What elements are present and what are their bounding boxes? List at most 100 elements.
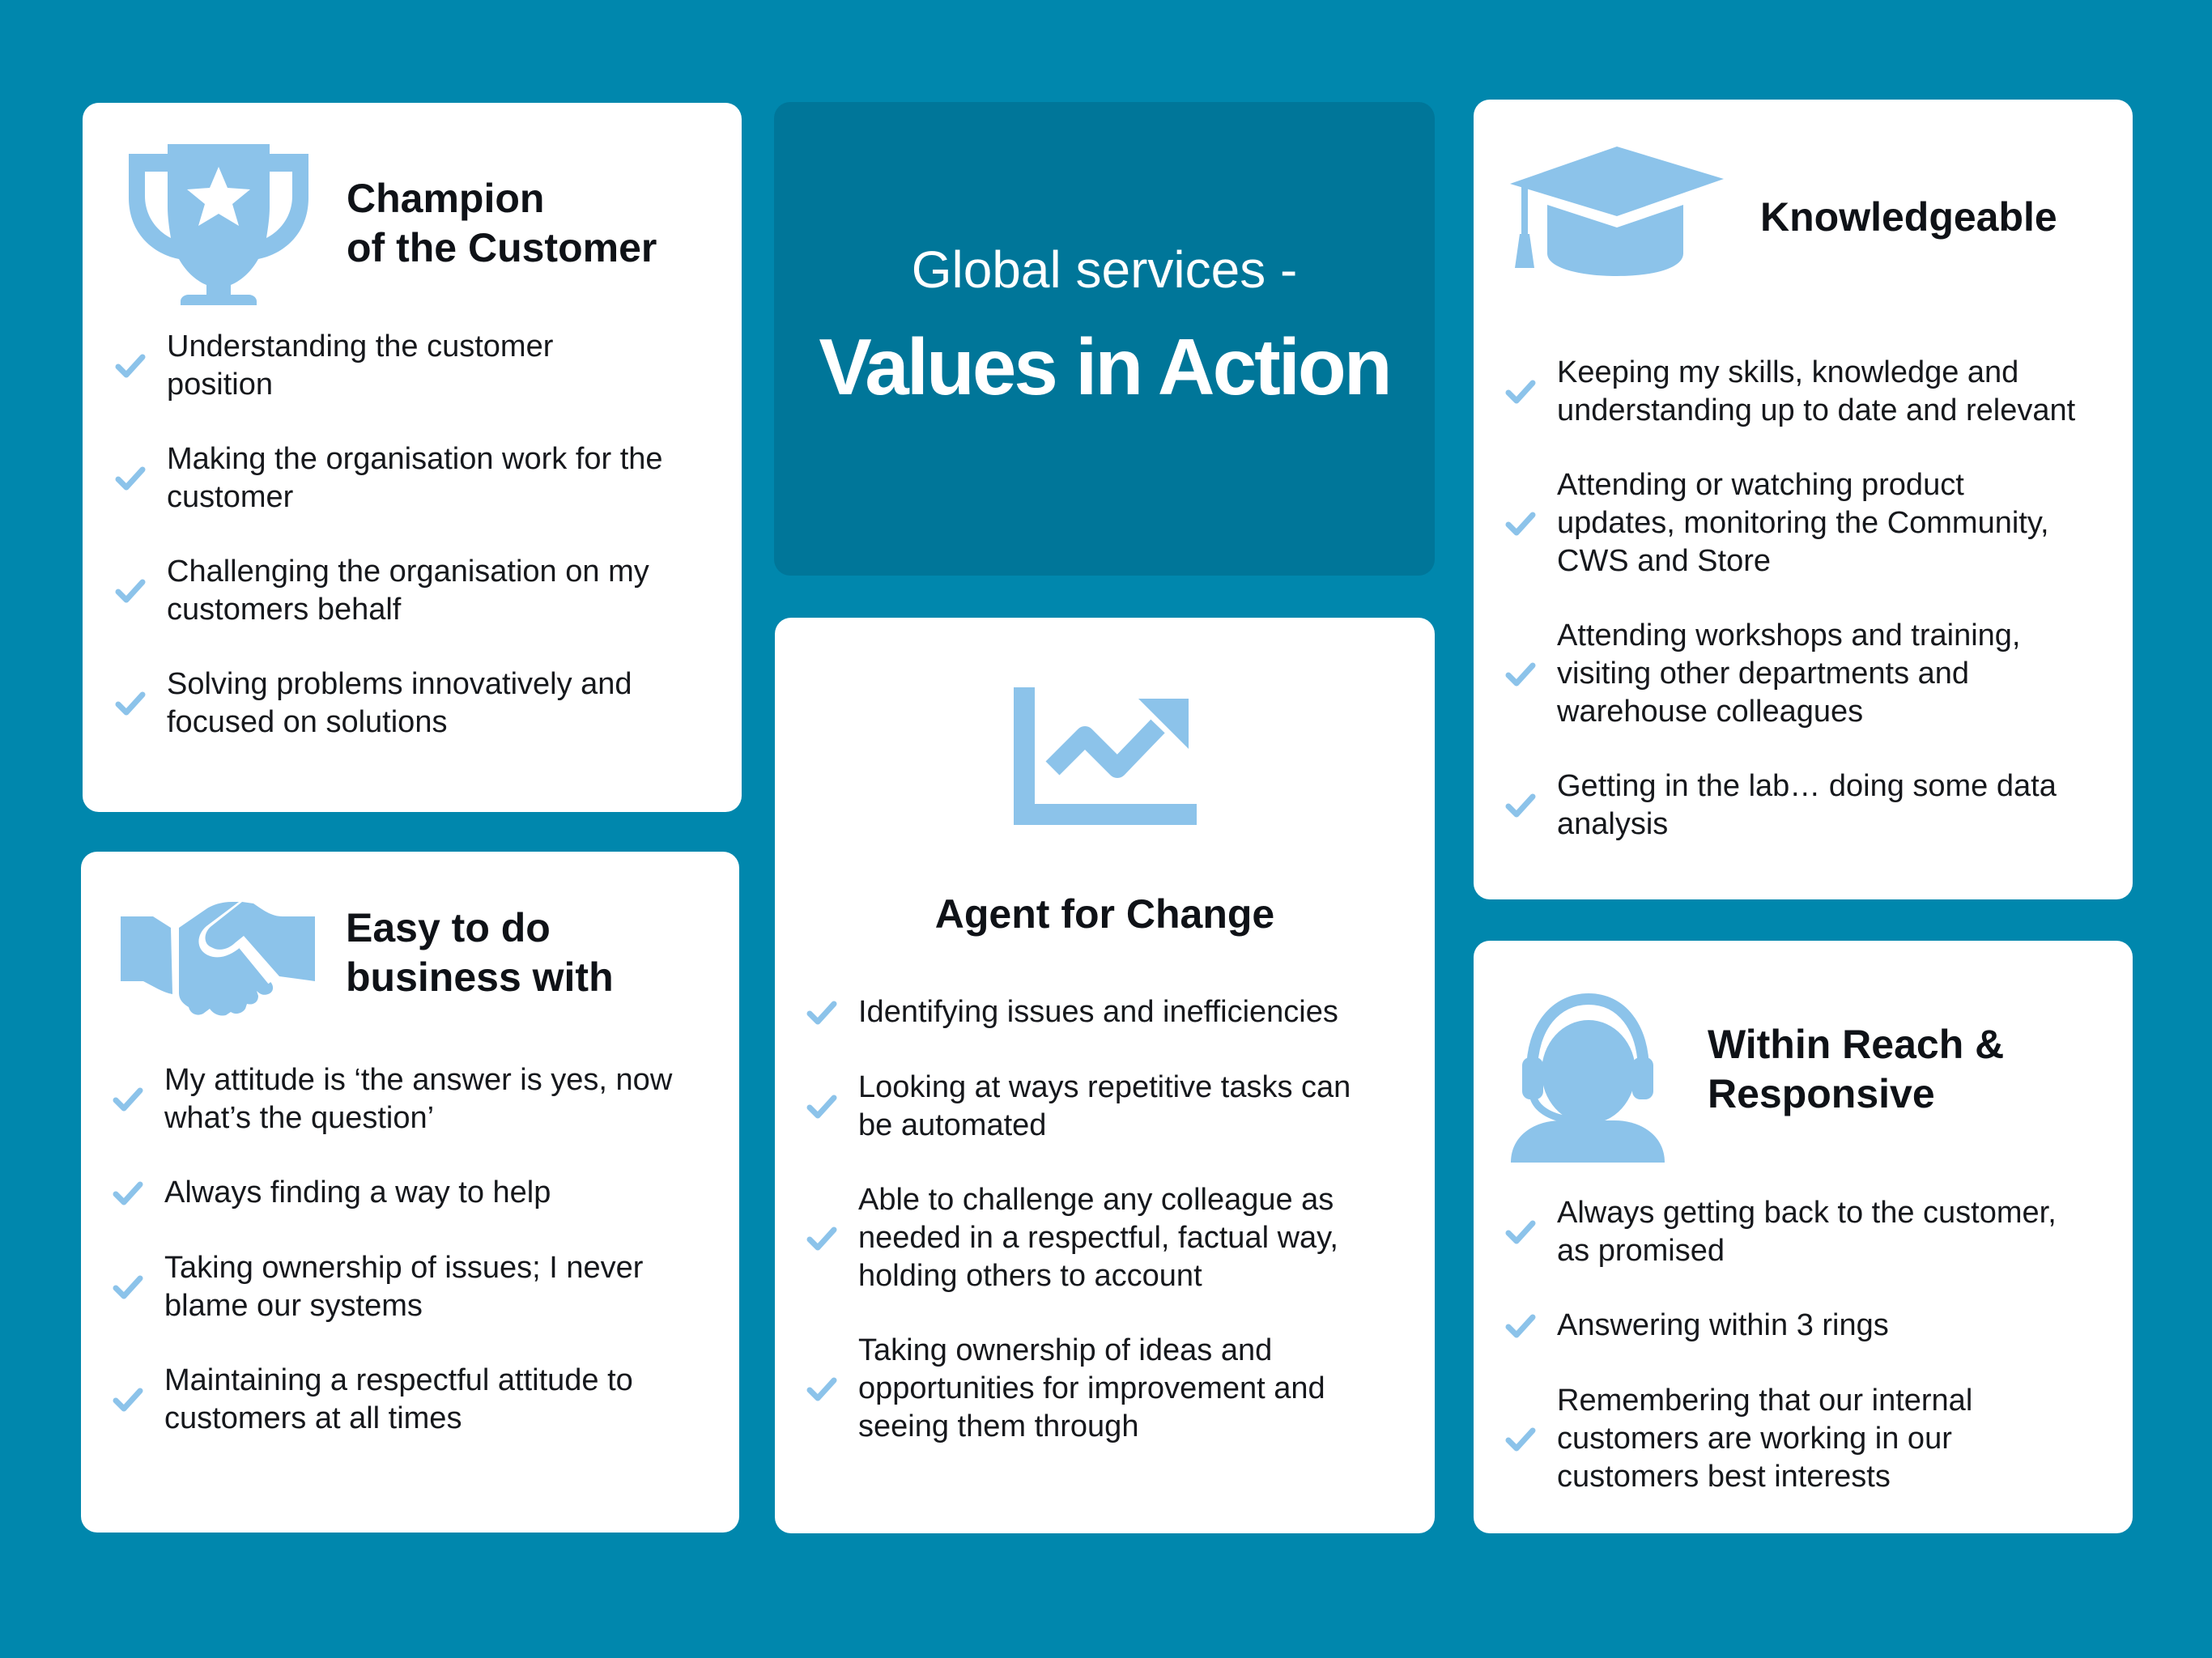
list-item: Answering within 3 rings (1505, 1307, 2108, 1345)
item-text-line: blame our systems (164, 1289, 423, 1323)
card-title-line: Easy to do (346, 905, 551, 950)
list-item: Solving problems innovatively and focused… (115, 665, 717, 742)
item-text-line: Always getting back to the customer, (1557, 1196, 2057, 1230)
list-item: Keeping my skills, knowledge and understa… (1505, 354, 2108, 430)
item-text-line: opportunities for improvement and (858, 1371, 1325, 1405)
checkmark-icon (1505, 662, 1536, 687)
card-title-line: Knowledgeable (1760, 194, 2057, 240)
item-text-line: customers are working in our (1557, 1422, 1952, 1456)
item-text-line: Remembering that our internal (1557, 1384, 1973, 1418)
list-item: Maintaining a respectful attitude to cust… (113, 1362, 715, 1438)
item-text-line: Making the organisation work for the (167, 442, 663, 476)
list-item: Attending workshops and training, visitin… (1505, 617, 2108, 731)
checkmark-icon (115, 354, 146, 378)
item-text-line: as promised (1557, 1234, 1725, 1268)
trending-chart-icon (1014, 687, 1197, 825)
graduation-cap-icon (1510, 147, 1724, 276)
item-text-line: customer (167, 480, 294, 514)
item-text-line: Able to challenge any colleague as (858, 1183, 1334, 1217)
card-easy-to-do-business-with: Easy to do business with My attitude is … (81, 852, 739, 1533)
item-text-line: customers behalf (167, 593, 402, 627)
item-text-line: Taking ownership of issues; I never (164, 1251, 644, 1285)
item-text-line: seeing them through (858, 1409, 1139, 1443)
card-title-line: Champion (347, 176, 545, 221)
item-text-line: Solving problems innovatively and (167, 667, 632, 701)
list-item: Remembering that our internal customers a… (1505, 1382, 2108, 1496)
item-text-line: Getting in the lab… doing some data (1557, 769, 2057, 803)
item-text-line: Identifying issues and inefficiencies (858, 995, 1338, 1029)
headset-agent-icon (1511, 991, 1665, 1163)
item-text-line: Challenging the organisation on my (167, 555, 649, 589)
item-text-line: Attending workshops and training, (1557, 619, 2021, 653)
list-item: Challenging the organisation on my custom… (115, 553, 717, 629)
card-title: Knowledgeable (1760, 193, 2057, 242)
checkmark-icon (1505, 793, 1536, 818)
card-knowledgeable: Knowledgeable Keeping my skills, knowled… (1474, 100, 2133, 899)
checkmark-icon (1505, 380, 1536, 404)
card-title-line: Within Reach & (1708, 1022, 2005, 1067)
list-item: Always finding a way to help (113, 1174, 715, 1212)
list-item: My attitude is ‘the answer is yes, now wh… (113, 1061, 715, 1137)
list-item: Always getting back to the customer, as p… (1505, 1194, 2108, 1270)
checkmark-icon (115, 691, 146, 716)
item-text-line: CWS and Store (1557, 544, 1771, 578)
checkmark-icon (1505, 1220, 1536, 1244)
list-item: Understanding the customer position (115, 328, 717, 404)
item-text-line: Always finding a way to help (164, 1175, 551, 1209)
item-text-line: visiting other departments and (1557, 657, 1970, 691)
item-text-line: My attitude is ‘the answer is yes, now (164, 1063, 673, 1097)
card-title: Champion of the Customer (347, 174, 657, 273)
item-text-line: Looking at ways repetitive tasks can (858, 1070, 1351, 1104)
handshake-icon (121, 899, 315, 1017)
checkmark-icon (113, 1275, 143, 1299)
checkmark-icon (113, 1388, 143, 1412)
item-text-line: updates, monitoring the Community, (1557, 506, 2049, 540)
item-text-line: Keeping my skills, knowledge and (1557, 355, 2019, 389)
item-text-line: Taking ownership of ideas and (858, 1333, 1273, 1367)
card-champion-of-the-customer: Champion of the Customer Understanding t… (83, 103, 742, 812)
item-text-line: holding others to account (858, 1259, 1202, 1293)
checkmark-icon (806, 1001, 837, 1025)
checkmark-icon (113, 1181, 143, 1205)
card-within-reach-and-responsive: Within Reach & Responsive Always getting… (1474, 941, 2133, 1533)
title-panel: Global services - Values in Action (774, 102, 1435, 576)
card-agent-for-change: Agent for Change Identifying issues and … (775, 618, 1435, 1533)
card-title-line: Responsive (1708, 1071, 1935, 1116)
item-text-line: warehouse colleagues (1557, 695, 1864, 729)
item-text-line: customers best interests (1557, 1460, 1891, 1494)
item-text-line: Maintaining a respectful attitude to (164, 1363, 633, 1397)
card-title-line: Agent for Change (934, 891, 1275, 937)
checkmark-icon (115, 579, 146, 603)
item-text-line: position (167, 368, 273, 402)
item-text-line: Understanding the customer (167, 329, 554, 363)
list-item: Taking ownership of ideas and opportuniti… (806, 1332, 1410, 1446)
trophy-icon (129, 144, 308, 305)
checkmark-icon (806, 1377, 837, 1401)
item-text-line: customers at all times (164, 1401, 462, 1435)
checkmark-icon (806, 1095, 837, 1119)
card-title-line: of the Customer (347, 225, 657, 270)
page-subtitle: Global services - (911, 240, 1298, 299)
list-item: Identifying issues and inefficiencies (806, 993, 1410, 1031)
item-text-line: analysis (1557, 807, 1669, 841)
item-text-line: Answering within 3 rings (1557, 1308, 1889, 1342)
item-text-line: be automated (858, 1108, 1047, 1142)
item-text-line: focused on solutions (167, 705, 448, 739)
card-title: Within Reach & Responsive (1708, 1020, 2004, 1119)
item-text-line: needed in a respectful, factual way, (858, 1221, 1338, 1255)
checkmark-icon (115, 466, 146, 491)
item-text-line: Attending or watching product (1557, 468, 1964, 502)
checkmark-icon (1505, 512, 1536, 536)
checkmark-icon (1505, 1314, 1536, 1338)
card-title-line: business with (346, 954, 614, 1000)
list-item: Attending or watching product updates, mo… (1505, 466, 2108, 580)
list-item: Able to challenge any colleague as needed… (806, 1181, 1410, 1295)
list-item: Getting in the lab… doing some data analy… (1505, 767, 2108, 844)
checkmark-icon (806, 1226, 837, 1251)
page-title: Values in Action (819, 322, 1392, 411)
item-text-line: understanding up to date and relevant (1557, 393, 2076, 427)
list-item: Looking at ways repetitive tasks can be a… (806, 1069, 1410, 1145)
list-item: Making the organisation work for the cust… (115, 440, 717, 517)
card-title: Agent for Change (775, 890, 1435, 939)
checkmark-icon (1505, 1427, 1536, 1452)
